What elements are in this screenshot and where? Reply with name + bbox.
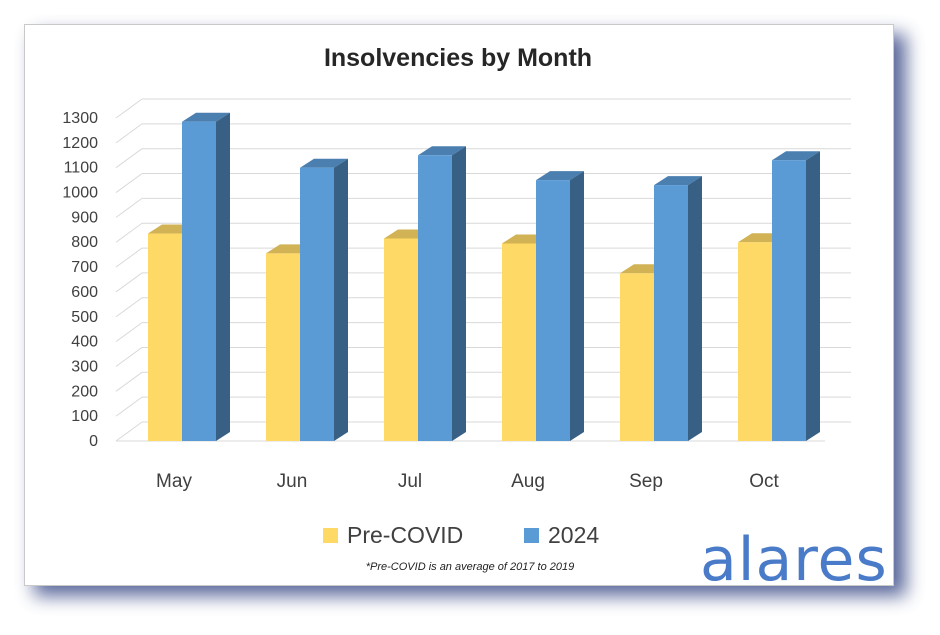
bar-2024-aug — [536, 180, 570, 441]
x-tick-label: Jun — [277, 471, 308, 492]
x-tick-label: May — [156, 471, 192, 492]
bar-2024-jul — [418, 155, 452, 441]
gridline-depth — [115, 222, 143, 243]
gridline-depth — [115, 347, 143, 367]
bar-pre-covid-jul — [384, 238, 418, 441]
gridline-depth — [115, 123, 143, 144]
y-tick-label: 1000 — [62, 185, 98, 202]
y-tick-label: 400 — [71, 334, 98, 351]
y-tick-label: 600 — [71, 284, 98, 301]
bar-pre-covid-sep — [620, 273, 654, 441]
bar-side-2024 — [806, 151, 820, 441]
legend-swatch — [323, 528, 338, 543]
legend-label: 2024 — [548, 522, 599, 548]
bar-side-2024 — [216, 112, 230, 441]
bar-pre-covid-aug — [502, 243, 536, 441]
alares-logo: alares — [700, 525, 888, 595]
x-tick-label: Aug — [511, 471, 545, 492]
y-tick-label: 1300 — [62, 110, 98, 127]
x-tick-label: Oct — [749, 471, 779, 492]
gridline-depth — [115, 396, 143, 417]
bar-2024-sep — [654, 185, 688, 441]
gridline-depth — [115, 98, 143, 119]
y-tick-label: 800 — [71, 234, 98, 251]
bar-2024-may — [182, 121, 216, 441]
gridline-depth — [115, 197, 143, 218]
chart-title: Insolvencies by Month — [324, 44, 592, 72]
bar-side-2024 — [452, 146, 466, 441]
bar-2024-jun — [300, 167, 334, 441]
bar-side-2024 — [570, 171, 584, 441]
bar-top-2024 — [418, 146, 466, 156]
legend-label: Pre-COVID — [347, 522, 463, 548]
y-tick-label: 300 — [71, 358, 98, 375]
bar-pre-covid-jun — [266, 253, 300, 441]
bar-top-2024 — [654, 176, 702, 186]
x-tick-label: Jul — [398, 471, 422, 492]
y-tick-label: 900 — [71, 209, 98, 226]
gridline-depth — [115, 247, 143, 268]
y-tick-label: 1200 — [62, 135, 98, 152]
gridline-depth — [115, 421, 143, 442]
bar-top-2024 — [772, 151, 820, 161]
gridline-depth — [115, 148, 143, 169]
x-tick-label: Sep — [629, 471, 663, 492]
bar-top-2024 — [300, 158, 348, 168]
gridline-depth — [115, 173, 143, 193]
legend-swatch — [524, 528, 539, 543]
footnote: *Pre-COVID is an average of 2017 to 2019 — [365, 561, 575, 573]
y-tick-label: 0 — [89, 433, 98, 450]
bar-2024-oct — [772, 160, 806, 441]
y-tick-label: 700 — [71, 259, 98, 276]
y-tick-label: 1100 — [64, 160, 99, 177]
bar-top-2024 — [536, 171, 584, 181]
y-tick-label: 200 — [71, 383, 98, 400]
y-tick-label: 500 — [71, 309, 98, 326]
bar-side-2024 — [334, 158, 348, 441]
gridline-depth — [115, 297, 143, 318]
bar-side-2024 — [688, 176, 702, 442]
y-tick-label: 100 — [71, 408, 98, 425]
bar-top-2024 — [182, 112, 230, 122]
bar-pre-covid-oct — [738, 242, 772, 441]
gridline-depth — [115, 371, 143, 392]
bar-pre-covid-may — [148, 233, 182, 441]
gridline-depth — [115, 322, 143, 343]
gridline-depth — [115, 272, 143, 293]
